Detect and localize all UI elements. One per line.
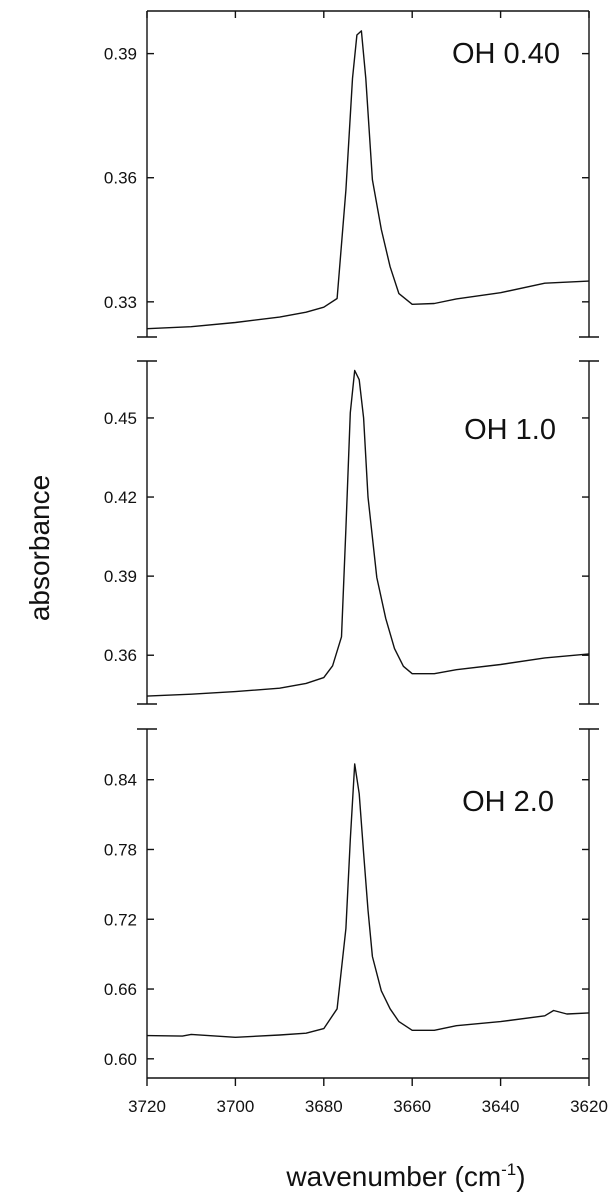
y-tick-label: 0.72 — [104, 910, 137, 929]
x-tick-label: 3700 — [216, 1097, 254, 1116]
panel-2: 0.36 0.39 0.42 0.45 OH 1.0 — [104, 360, 599, 705]
panel-3: 0.60 0.66 0.72 0.78 0.84 OH 2.0 — [104, 728, 599, 1079]
x-axis-title-superscript: -1 — [501, 1160, 516, 1179]
panel-1: 0.33 0.36 0.39 OH 0.40 — [104, 10, 599, 338]
x-axis-title-close: ) — [516, 1161, 525, 1192]
y-tick-label: 0.39 — [104, 45, 137, 64]
y-axis-title: absorbance — [24, 475, 55, 621]
panel-label: OH 1.0 — [464, 414, 556, 446]
absorbance-spectrum-line — [146, 763, 590, 1039]
y-tick-label: 0.60 — [104, 1050, 137, 1069]
x-tick-label: 3640 — [482, 1097, 520, 1116]
y-tick-label: 0.45 — [104, 409, 137, 428]
y-tick-label: 0.36 — [104, 169, 137, 188]
chart-panels: 0.33 0.36 0.39 OH 0.40 0.36 0.39 0.42 0.45 OH 1.… — [104, 10, 599, 1079]
y-tick-label: 0.78 — [104, 840, 137, 859]
x-tick-label: 3680 — [305, 1097, 343, 1116]
y-tick-label: 0.36 — [104, 646, 137, 665]
y-tick-label: 0.84 — [104, 771, 137, 790]
x-tick-label: 3720 — [128, 1097, 166, 1116]
x-tick-label: 3620 — [570, 1097, 608, 1116]
y-tick-label: 0.42 — [104, 488, 137, 507]
panel-label: OH 2.0 — [462, 786, 554, 818]
y-tick-label: 0.39 — [104, 567, 137, 586]
x-axis-title: wavenumber (cm-1) — [285, 1160, 525, 1192]
x-tick-label: 3660 — [393, 1097, 431, 1116]
y-tick-label: 0.66 — [104, 980, 137, 999]
x-axis-title-main: wavenumber (cm — [285, 1161, 501, 1192]
absorbance-spectrum-line — [146, 30, 590, 330]
y-tick-label: 0.33 — [104, 293, 137, 312]
x-axis: 3720 3700 3680 3660 3640 3620 — [128, 1078, 608, 1116]
absorbance-spectrum-line — [146, 369, 590, 697]
panel-label: OH 0.40 — [452, 38, 560, 70]
